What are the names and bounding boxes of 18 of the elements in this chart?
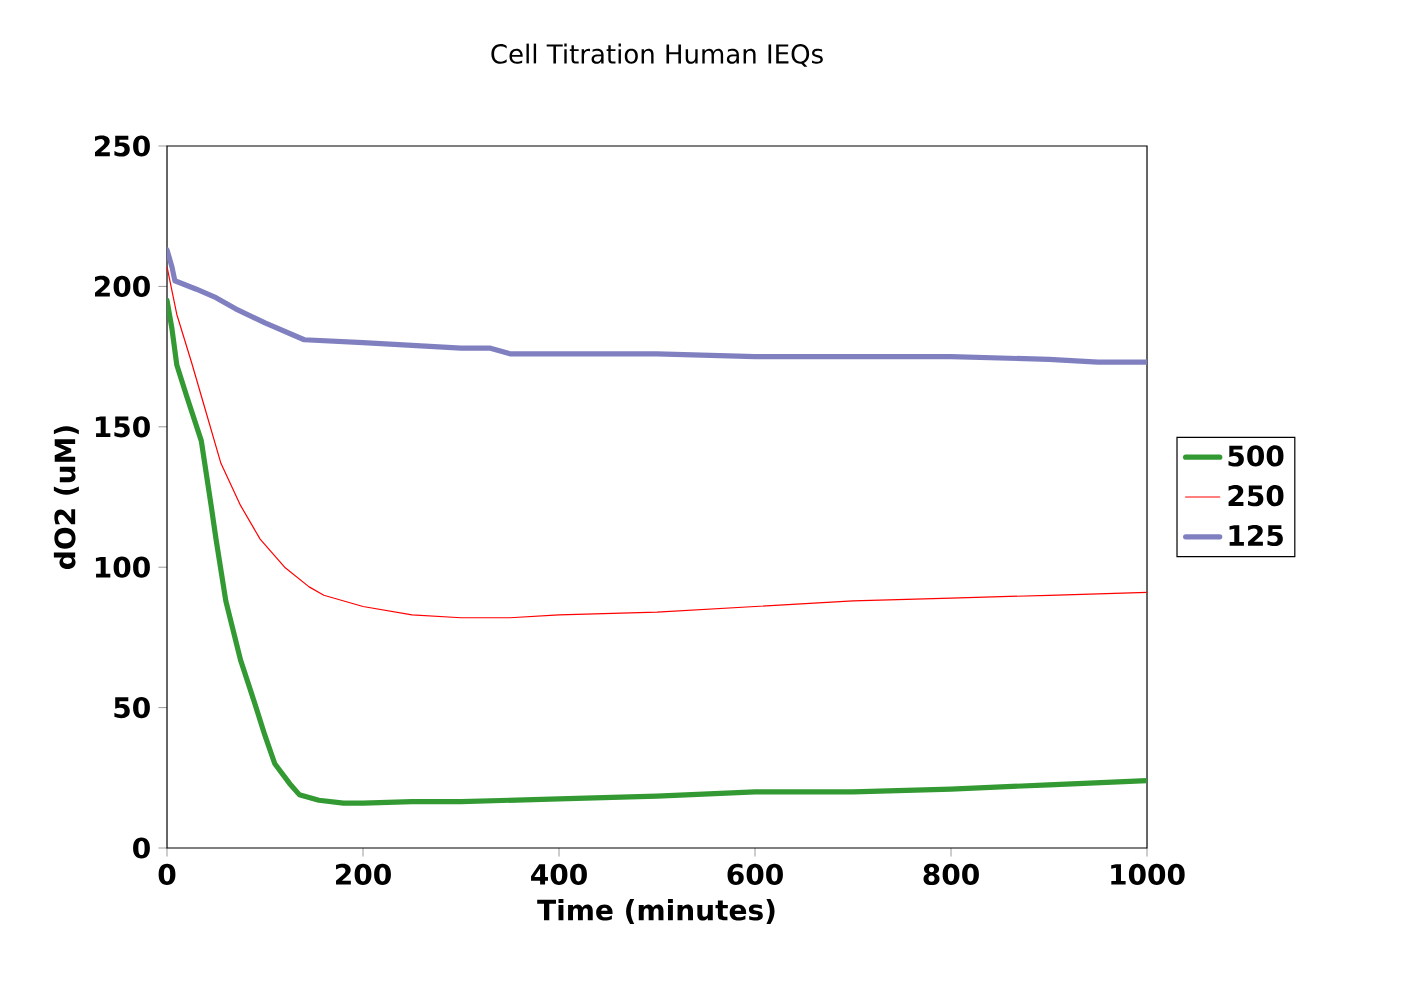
chart-title: Cell Titration Human IEQs bbox=[491, 43, 823, 67]
y-tick-label: 50 bbox=[114, 697, 150, 719]
x-tick-label: 800 bbox=[923, 863, 979, 885]
x-tick-label: 400 bbox=[531, 863, 587, 885]
y-tick-label: 150 bbox=[95, 416, 150, 438]
x-tick-label: 0 bbox=[158, 863, 176, 885]
y-axis-title: dO2 (uM) bbox=[53, 426, 79, 569]
y-tick-label: 200 bbox=[94, 275, 150, 297]
legend-label: 125 bbox=[1229, 524, 1283, 547]
y-tick-label: 100 bbox=[95, 556, 150, 578]
y-tick-label: 250 bbox=[94, 135, 150, 157]
x-tick-label: 1000 bbox=[1111, 863, 1185, 885]
x-tick-label: 600 bbox=[727, 863, 783, 885]
legend-label: 250 bbox=[1228, 485, 1284, 507]
y-tick-label: 0 bbox=[133, 837, 150, 859]
legend-label: 500 bbox=[1228, 445, 1284, 467]
x-axis-title: Time (minutes) bbox=[537, 898, 775, 924]
x-tick-label: 200 bbox=[336, 863, 391, 885]
